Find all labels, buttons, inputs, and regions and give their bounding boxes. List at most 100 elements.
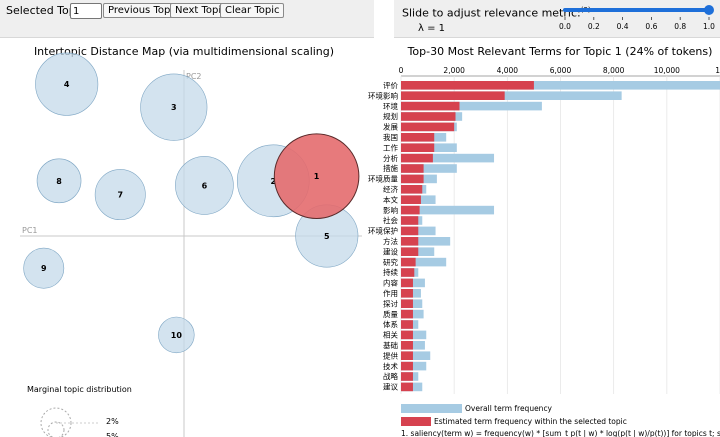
bar-overall-影响 [401, 205, 495, 215]
bar-legend: Overall term frequency Estimated term fr… [401, 404, 627, 426]
topic-circle-7[interactable] [94, 169, 146, 221]
bar-overall-提供 [401, 351, 431, 360]
bar-estimated-发展 [401, 122, 455, 132]
term-label[interactable]: 社会 [383, 215, 398, 225]
slider-tick-label: 0.8 [674, 22, 686, 31]
topic-label-7: 7 [117, 191, 123, 200]
topic-circle-6[interactable] [175, 156, 234, 215]
term-label[interactable]: 相关 [383, 330, 398, 340]
bar-chart-x-axis: 0 2,000 4,000 6,000 8,000 10,000 12 [399, 66, 720, 394]
marginal-title: Marginal topic distribution [27, 385, 132, 394]
term-label[interactable]: 环境保护 [368, 226, 398, 236]
bar-estimated-措施 [401, 164, 424, 173]
bar-estimated-相关 [401, 330, 413, 340]
topic-circle-8[interactable] [36, 158, 82, 204]
bar-chart-title: Top-30 Most Relevant Terms for Topic 1 (… [407, 45, 713, 58]
term-label[interactable]: 技术 [383, 361, 398, 371]
topic-label-2: 2 [270, 177, 276, 186]
bar-estimated-环境 [401, 101, 460, 111]
topic-circles: 2 3 4 5 6 7 8 9 10 1 [23, 52, 360, 354]
selected-topic-label: Selected Topic: [6, 4, 89, 17]
term-label[interactable]: 经济 [383, 184, 398, 194]
term-label[interactable]: 工作 [383, 142, 398, 152]
term-label[interactable]: 我国 [383, 132, 398, 142]
bar-estimated-社会 [401, 216, 419, 225]
topic-label-5: 5 [324, 232, 330, 241]
term-label[interactable]: 环境影响 [368, 90, 398, 100]
topic-circle-9[interactable] [23, 247, 65, 289]
term-bars [401, 81, 720, 392]
bar-overall-方法 [401, 237, 451, 246]
marginal-circle-small [47, 421, 65, 437]
term-label[interactable]: 战略 [383, 371, 398, 381]
bar-estimated-研究 [401, 257, 416, 267]
topic-label-8: 8 [56, 177, 62, 186]
next-topic-button[interactable]: Next Topic [170, 3, 232, 18]
relevance-slider[interactable] [563, 5, 714, 15]
topic-label-6: 6 [202, 181, 208, 190]
saliency-footnote: 1. saliency(term w) = frequency(w) * [su… [401, 429, 720, 437]
term-label[interactable]: 提供 [383, 350, 398, 360]
x-tick-label: 4,000 [497, 66, 519, 75]
previous-topic-button[interactable]: Previous Topic [103, 3, 184, 18]
marginal-label-2pct: 2% [106, 417, 119, 426]
term-label[interactable]: 环境 [383, 101, 398, 111]
x-tick-label: 0 [399, 66, 404, 75]
selected-topic-input[interactable] [70, 3, 102, 19]
topic-circle-3[interactable] [140, 73, 208, 141]
bar-estimated-内容 [401, 278, 413, 288]
bar-estimated-环境影响 [401, 91, 505, 100]
bar-estimated-环境质量 [401, 174, 424, 184]
bar-estimated-环境保护 [401, 226, 419, 236]
bar-estimated-本文 [401, 195, 421, 204]
term-label[interactable]: 质量 [383, 309, 398, 319]
term-label[interactable]: 探讨 [383, 298, 398, 308]
term-label[interactable]: 研究 [383, 257, 398, 267]
bar-estimated-质量 [401, 309, 413, 319]
term-label[interactable]: 发展 [383, 122, 398, 132]
bar-estimated-分析 [401, 153, 433, 163]
bar-estimated-工作 [401, 143, 435, 152]
slider-tick-label: 1.0 [703, 22, 715, 31]
term-label[interactable]: 持续 [383, 267, 398, 277]
term-label[interactable]: 体系 [383, 319, 398, 329]
topic-circle-1[interactable] [273, 133, 360, 219]
bar-estimated-提供 [401, 351, 413, 360]
bar-estimated-战略 [401, 372, 413, 381]
bar-overall-环境影响 [401, 91, 622, 100]
term-label[interactable]: 作用 [383, 288, 398, 298]
term-label[interactable]: 建设 [383, 246, 398, 256]
bar-estimated-作用 [401, 289, 413, 298]
lambda-value: λ = 1 [418, 23, 446, 34]
topic-circle-4[interactable] [35, 52, 99, 116]
term-label[interactable]: 环境质量 [368, 174, 398, 184]
bar-estimated-探讨 [401, 299, 413, 308]
bar-estimated-评价 [401, 81, 534, 90]
term-label[interactable]: 内容 [383, 278, 398, 288]
term-label[interactable]: 本文 [383, 194, 398, 204]
x-tick-label: 8,000 [603, 66, 625, 75]
slider-tick-label: 0.0 [559, 22, 571, 31]
bar-estimated-体系 [401, 320, 413, 329]
term-label[interactable]: 建议 [383, 382, 398, 392]
bar-estimated-影响 [401, 205, 420, 215]
bar-estimated-我国 [401, 133, 435, 142]
clear-topic-button[interactable]: Clear Topic [220, 3, 285, 18]
marginal-circle-large [40, 407, 72, 437]
term-label[interactable]: 基础 [383, 340, 398, 350]
term-label[interactable]: 方法 [383, 236, 398, 246]
term-label[interactable]: 规划 [383, 111, 398, 121]
topic-circle-10[interactable] [158, 316, 195, 354]
bar-estimated-基础 [401, 341, 413, 350]
term-label[interactable]: 评价 [383, 81, 398, 90]
term-label[interactable]: 分析 [383, 153, 398, 163]
bar-overall-评价 [401, 81, 720, 90]
bar-estimated-持续 [401, 268, 415, 277]
bar-estimated-技术 [401, 361, 413, 371]
term-label[interactable]: 措施 [383, 163, 398, 173]
legend-overall-swatch [401, 404, 462, 413]
bar-estimated-方法 [401, 237, 419, 246]
term-label[interactable]: 影响 [383, 205, 398, 215]
slider-thumb[interactable] [704, 5, 714, 15]
